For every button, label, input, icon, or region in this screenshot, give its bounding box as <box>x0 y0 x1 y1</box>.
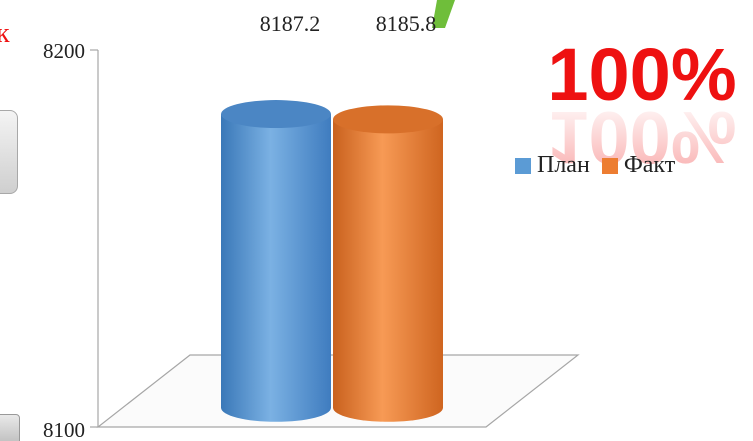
side-panel-tab-small[interactable] <box>0 414 20 441</box>
legend-item-plan: План <box>515 152 590 179</box>
bar-data-label: 8187.2 <box>260 11 321 36</box>
bar-top-cap <box>221 100 331 129</box>
bar-plan: 8187.2 <box>221 11 331 422</box>
legend-label: План <box>537 152 590 178</box>
chart-legend: План Факт <box>515 152 675 179</box>
bar-body <box>221 114 331 422</box>
percent-label-reflection: 100% <box>547 96 736 179</box>
bar-body <box>333 119 443 422</box>
legend-swatch <box>601 157 618 174</box>
left-edge-fragment: к <box>0 18 10 49</box>
bars-layer: 8187.2 8185.8 <box>221 11 443 422</box>
bar-data-label: 8185.8 <box>376 11 437 36</box>
legend-label: Факт <box>623 152 676 178</box>
legend-swatch <box>515 157 531 174</box>
side-panel-tab[interactable] <box>0 110 18 194</box>
accent-mark <box>432 0 455 28</box>
bar-top-cap <box>333 105 443 134</box>
y-tick-label: 8200 <box>43 39 85 63</box>
y-tick-label: 8100 <box>43 418 85 441</box>
legend-item-fact: Факт <box>601 152 676 179</box>
percent-label: 100% <box>547 33 736 116</box>
bar-fact: 8185.8 <box>333 11 443 422</box>
